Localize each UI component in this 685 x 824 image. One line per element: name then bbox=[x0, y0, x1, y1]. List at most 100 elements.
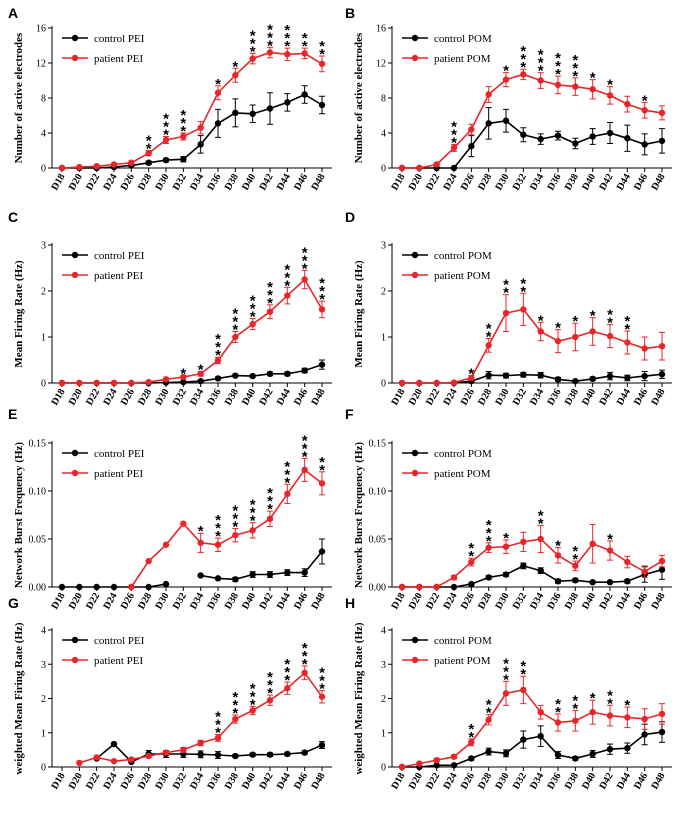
significance-star: * bbox=[250, 513, 256, 530]
data-point bbox=[554, 719, 562, 726]
significance-star: * bbox=[163, 127, 169, 144]
x-tick-label: D42 bbox=[257, 387, 275, 407]
significance-star: * bbox=[555, 538, 561, 555]
x-tick-label: D48 bbox=[649, 172, 667, 192]
legend-label: control POM bbox=[434, 448, 492, 460]
data-point bbox=[606, 332, 614, 340]
legend-marker bbox=[411, 449, 419, 457]
data-point bbox=[572, 562, 579, 570]
data-point bbox=[76, 379, 83, 387]
significance-star: * bbox=[215, 528, 221, 545]
significance-star: * bbox=[520, 51, 526, 68]
data-point bbox=[537, 732, 544, 740]
legend-entry: control PEI bbox=[62, 250, 145, 262]
data-point bbox=[572, 140, 579, 147]
x-tick-label: D42 bbox=[257, 172, 275, 192]
legend-marker bbox=[71, 656, 79, 664]
significance-star: * bbox=[520, 283, 526, 300]
significance-star: * bbox=[468, 729, 474, 746]
data-point bbox=[232, 72, 239, 79]
x-tick-label: D44 bbox=[275, 387, 293, 407]
data-point bbox=[318, 741, 326, 749]
significance-star: * bbox=[486, 697, 492, 714]
legend-marker bbox=[411, 54, 419, 62]
series-line bbox=[402, 308, 663, 384]
data-point bbox=[485, 716, 492, 723]
y-tick-label: 12 bbox=[36, 59, 46, 70]
x-tick-label: D48 bbox=[309, 591, 327, 611]
x-tick-label: D34 bbox=[528, 771, 546, 791]
y-tick-label: 3 bbox=[41, 660, 46, 671]
data-point bbox=[301, 669, 308, 677]
significance-star: * bbox=[319, 46, 325, 63]
significance-star: * bbox=[284, 664, 290, 681]
data-point bbox=[232, 372, 239, 379]
data-point bbox=[197, 370, 204, 377]
x-tick-label: D46 bbox=[632, 172, 650, 192]
significance-star: * bbox=[555, 58, 561, 75]
data-point bbox=[284, 51, 291, 58]
significance-star: * bbox=[146, 141, 152, 158]
data-point bbox=[128, 583, 135, 591]
x-tick-label: D18 bbox=[389, 387, 407, 407]
legend-entry: patient POM bbox=[402, 655, 491, 667]
series-control bbox=[398, 721, 666, 771]
series-patient bbox=[398, 524, 666, 591]
significance-star: * bbox=[232, 510, 238, 527]
significance-star: * bbox=[284, 672, 290, 689]
x-tick-label: D44 bbox=[615, 172, 633, 192]
y-tick-label: 16 bbox=[36, 24, 46, 35]
significance-star: * bbox=[572, 60, 578, 77]
data-point bbox=[554, 552, 562, 559]
x-tick-label: D46 bbox=[292, 591, 310, 611]
significance-star: * bbox=[267, 485, 273, 502]
legend-marker bbox=[71, 449, 79, 457]
data-point bbox=[197, 539, 204, 547]
legend-label: patient POM bbox=[434, 655, 491, 667]
data-point bbox=[572, 377, 579, 385]
legend-entry: control PEI bbox=[62, 635, 145, 647]
x-tick-label: D38 bbox=[563, 172, 581, 192]
x-tick-label: D44 bbox=[615, 591, 633, 611]
significance-star: * bbox=[180, 366, 186, 383]
data-point bbox=[589, 750, 596, 758]
x-tick-label: D20 bbox=[407, 172, 425, 192]
data-point bbox=[145, 159, 152, 166]
x-tick-label: D32 bbox=[511, 387, 529, 407]
x-tick-label: D42 bbox=[257, 771, 275, 791]
legend-marker bbox=[71, 469, 79, 477]
data-point bbox=[468, 126, 475, 133]
x-tick-label: D18 bbox=[389, 591, 407, 611]
data-point bbox=[284, 490, 291, 498]
data-point bbox=[214, 357, 222, 364]
data-point bbox=[624, 744, 631, 752]
legend-entry: control POM bbox=[402, 448, 492, 460]
significance-star: * bbox=[267, 685, 273, 702]
legend-label: patient PEI bbox=[94, 655, 144, 667]
data-point bbox=[266, 697, 274, 704]
x-tick-label: D20 bbox=[407, 387, 425, 407]
y-axis-label: Number of active electrodes bbox=[353, 32, 365, 163]
significance-star: * bbox=[503, 655, 509, 672]
significance-star: * bbox=[232, 518, 238, 535]
x-tick-label: D44 bbox=[615, 771, 633, 791]
data-point bbox=[537, 567, 544, 574]
data-point bbox=[93, 583, 100, 591]
y-tick-label: 0.00 bbox=[29, 583, 47, 594]
data-point bbox=[318, 101, 326, 109]
series-line bbox=[402, 373, 663, 384]
significance-star: * bbox=[302, 252, 308, 269]
data-point bbox=[128, 379, 135, 387]
x-tick-label: D30 bbox=[153, 387, 171, 407]
significance-star: * bbox=[198, 362, 204, 379]
data-point bbox=[537, 77, 544, 84]
significance-star: * bbox=[468, 548, 474, 565]
x-tick-label: D28 bbox=[476, 591, 494, 611]
significance-star: * bbox=[486, 517, 492, 534]
x-tick-label: D46 bbox=[632, 387, 650, 407]
data-point bbox=[180, 378, 187, 386]
data-point bbox=[624, 135, 631, 142]
x-tick-label: D38 bbox=[223, 591, 241, 611]
x-tick-label: D36 bbox=[545, 387, 563, 407]
series-patient bbox=[76, 665, 326, 767]
